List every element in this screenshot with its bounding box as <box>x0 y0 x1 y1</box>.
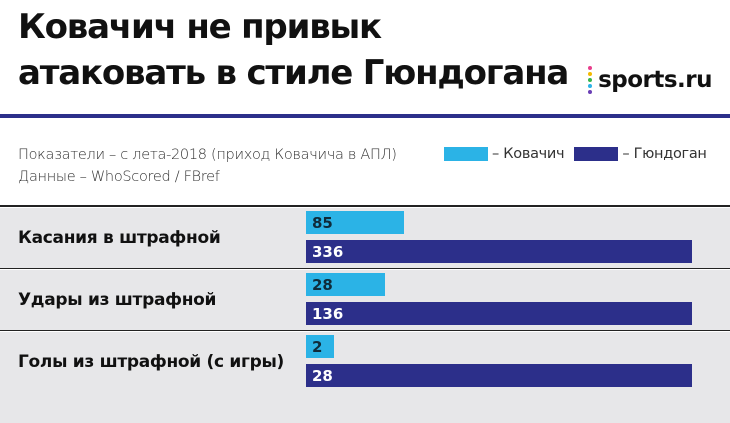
header-divider <box>0 114 730 118</box>
bar-value-label: 336 <box>312 242 344 261</box>
legend-item-gundogan: – Гюндоган <box>574 146 707 162</box>
chart-title: Ковачич не привык атаковать в стиле Гюнд… <box>18 7 569 93</box>
logo-text: sports.ru <box>598 67 712 93</box>
row-separator <box>0 267 730 269</box>
legend-label-kovacic: – Ковачич <box>492 146 565 162</box>
legend-swatch-gundogan <box>574 147 619 161</box>
logo-dots-icon <box>588 66 593 94</box>
sports-ru-logo: sports.ru <box>588 60 712 100</box>
bar-kovacic: 28 <box>306 273 386 296</box>
category-label: Касания в штрафной <box>18 228 221 248</box>
row-separator <box>0 205 730 207</box>
row-separator <box>0 329 730 331</box>
legend-swatch-kovacic <box>444 147 488 161</box>
bar-kovacic: 85 <box>306 211 404 234</box>
bar-value-label: 136 <box>312 304 344 323</box>
note-source: Данные – WhoScored / FBref <box>18 169 220 185</box>
bar-value-label: 85 <box>312 213 333 232</box>
category-label: Удары из штрафной <box>18 290 217 310</box>
bar-gundogan: 136 <box>306 302 692 325</box>
legend: – Ковачич – Гюндоган <box>444 146 707 162</box>
bar-gundogan: 336 <box>306 240 692 263</box>
note-period: Показатели – с лета-2018 (приход Ковачич… <box>18 147 397 163</box>
bar-value-label: 28 <box>312 366 333 385</box>
bar-value-label: 28 <box>312 275 333 294</box>
bar-kovacic: 2 <box>306 335 334 358</box>
legend-item-kovacic: – Ковачич <box>444 146 565 162</box>
chart-notes: Показатели – с лета-2018 (приход Ковачич… <box>18 144 397 188</box>
bar-gundogan: 28 <box>306 364 692 387</box>
category-label: Голы из штрафной (с игры) <box>18 352 285 372</box>
legend-label-gundogan: – Гюндоган <box>622 146 707 162</box>
bar-value-label: 2 <box>312 337 323 356</box>
